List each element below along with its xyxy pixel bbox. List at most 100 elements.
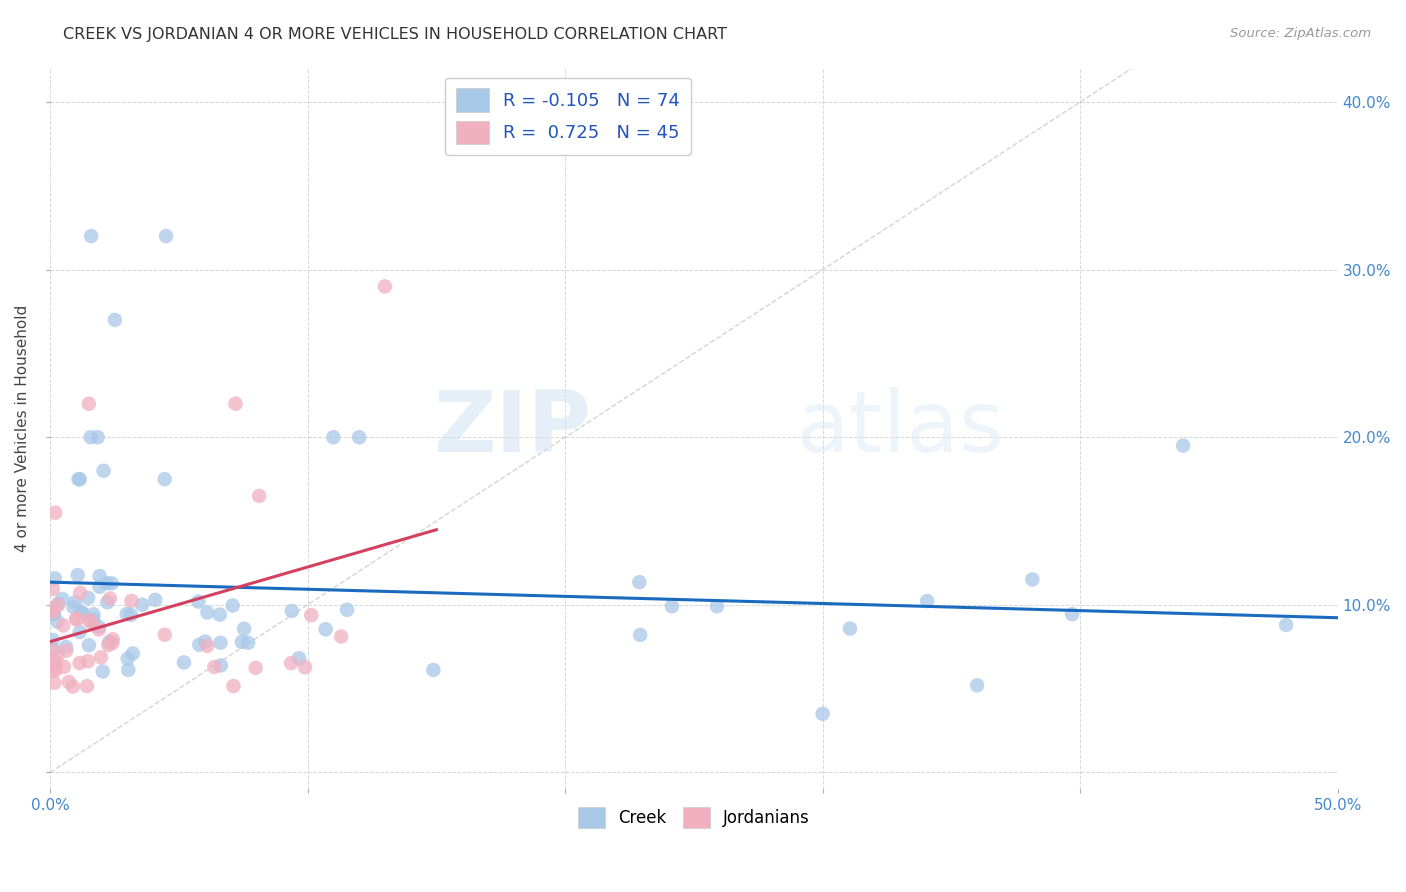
Point [1275, 618, 1298, 632]
Point [100, 576, 122, 591]
Point [63, 595, 86, 609]
Point [44, 506, 66, 520]
Point [209, 636, 232, 650]
Point [42, 607, 65, 621]
Point [86, 430, 108, 444]
Point [46, 649, 69, 664]
Point [225, 397, 247, 411]
Point [67, 472, 90, 486]
Point [79, 430, 101, 444]
Point [76, 679, 98, 693]
Point [77, 591, 100, 605]
Point [77, 397, 100, 411]
Point [93, 464, 115, 478]
Point [628, 575, 651, 590]
Point [280, 656, 302, 670]
Point [96, 576, 118, 591]
Point [96, 595, 118, 609]
Point [66, 613, 89, 627]
Point [231, 635, 253, 649]
Point [661, 599, 683, 614]
Point [245, 661, 267, 675]
Point [66, 568, 89, 582]
Point [41, 606, 63, 620]
Point [131, 598, 153, 612]
Point [374, 279, 396, 293]
Point [70, 606, 93, 620]
Point [41, 632, 63, 647]
Point [79, 615, 101, 629]
Point [117, 651, 139, 665]
Point [46, 597, 69, 611]
Point [69, 656, 91, 670]
Point [104, 313, 127, 327]
Point [90, 650, 112, 665]
Point [101, 636, 124, 650]
Point [46, 598, 69, 612]
Point [202, 660, 225, 674]
Point [294, 660, 316, 674]
Point [62, 680, 84, 694]
Point [1021, 573, 1043, 587]
Point [155, 229, 177, 244]
Point [45, 663, 67, 677]
Point [69, 586, 91, 600]
Point [222, 679, 245, 693]
Point [1171, 439, 1194, 453]
Point [839, 622, 862, 636]
Point [51, 591, 73, 606]
Point [98, 635, 121, 649]
Point [173, 656, 195, 670]
Point [336, 603, 359, 617]
Point [87, 623, 110, 637]
Point [247, 489, 270, 503]
Point [187, 594, 209, 608]
Point [89, 580, 111, 594]
Point [121, 594, 143, 608]
Point [299, 608, 322, 623]
Point [97, 638, 120, 652]
Point [65, 612, 87, 626]
Legend: Creek, Jordanians: Creek, Jordanians [571, 800, 817, 835]
Point [194, 634, 217, 648]
Point [121, 647, 143, 661]
Point [42, 607, 65, 621]
Point [52, 660, 75, 674]
Point [330, 630, 353, 644]
Point [44, 675, 66, 690]
Point [115, 607, 138, 621]
Point [706, 599, 728, 614]
Point [82, 612, 104, 626]
Point [322, 430, 344, 444]
Point [153, 628, 176, 642]
Point [221, 599, 243, 613]
Point [41, 582, 63, 596]
Point [153, 472, 176, 486]
Point [58, 674, 80, 689]
Point [208, 607, 231, 622]
Point [188, 638, 211, 652]
Point [70, 606, 93, 620]
Point [41, 664, 63, 678]
Point [209, 658, 232, 673]
Point [1062, 607, 1084, 621]
Point [91, 665, 114, 679]
Point [195, 639, 218, 653]
Point [89, 569, 111, 583]
Point [87, 620, 110, 634]
Point [117, 663, 139, 677]
Point [238, 636, 260, 650]
Point [966, 678, 988, 692]
Point [80, 229, 103, 244]
Point [52, 618, 75, 632]
Point [422, 663, 444, 677]
Point [315, 622, 337, 636]
Point [79, 613, 101, 627]
Y-axis label: 4 or more Vehicles in Household: 4 or more Vehicles in Household [15, 305, 30, 552]
Point [55, 643, 77, 657]
Point [44, 571, 66, 585]
Point [195, 606, 218, 620]
Point [45, 655, 67, 669]
Point [41, 643, 63, 657]
Point [98, 591, 121, 606]
